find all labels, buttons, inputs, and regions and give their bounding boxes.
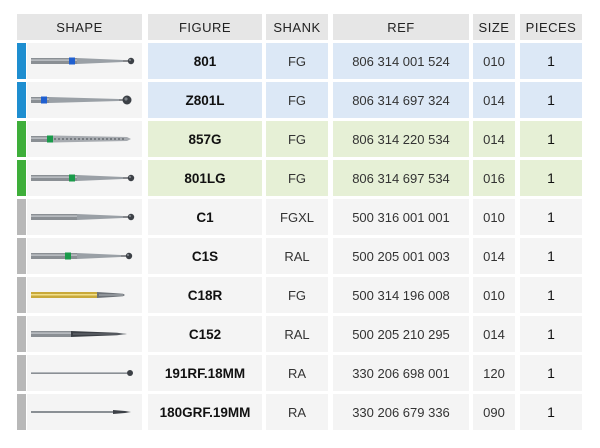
ref-cell: 500 205 001 003 xyxy=(333,238,469,274)
shape-cell xyxy=(27,238,142,274)
header-size: SIZE xyxy=(473,14,515,40)
figure-cell: C1 xyxy=(148,199,262,235)
group-color-stripe xyxy=(17,82,26,118)
shape-cell xyxy=(27,355,142,391)
gold-taper-bur-icon xyxy=(31,292,125,298)
figure-cell: 801LG xyxy=(148,160,262,196)
pieces-cell: 1 xyxy=(520,160,582,196)
round-carbide-bur-green-band-icon xyxy=(31,252,133,260)
header-ref: REF xyxy=(333,14,469,40)
ref-cell: 806 314 697 324 xyxy=(333,82,469,118)
ref-cell: 500 205 210 295 xyxy=(333,316,469,352)
long-taper-bur-icon xyxy=(31,331,127,337)
table-row: 801LG FG 806 314 697 534 016 1 xyxy=(0,160,600,196)
group-color-stripe xyxy=(17,316,26,352)
size-cell: 014 xyxy=(473,82,515,118)
shank-cell: FG xyxy=(266,160,328,196)
table-header: SHAPE FIGURE SHANK REF SIZE PIECES xyxy=(0,0,600,40)
shank-cell: RAL xyxy=(266,316,328,352)
shape-cell xyxy=(27,199,142,235)
shape-cell xyxy=(27,316,142,352)
pieces-cell: 1 xyxy=(520,316,582,352)
round-bur-blue-band-icon xyxy=(31,57,135,65)
table-row: C1 FGXL 500 316 001 001 010 1 xyxy=(0,199,600,235)
shape-cell xyxy=(27,160,142,196)
group-color-stripe xyxy=(17,277,26,313)
size-cell: 016 xyxy=(473,160,515,196)
shape-cell xyxy=(27,82,142,118)
shank-cell: FG xyxy=(266,43,328,79)
pieces-cell: 1 xyxy=(520,355,582,391)
table-row: Z801L FG 806 314 697 324 014 1 xyxy=(0,82,600,118)
size-cell: 010 xyxy=(473,43,515,79)
pieces-cell: 1 xyxy=(520,199,582,235)
shape-cell xyxy=(27,121,142,157)
ref-cell: 500 314 196 008 xyxy=(333,277,469,313)
size-cell: 014 xyxy=(473,316,515,352)
table-row: 191RF.18MM RA 330 206 698 001 120 1 xyxy=(0,355,600,391)
header-shank: SHANK xyxy=(266,14,328,40)
table-row: C1S RAL 500 205 001 003 014 1 xyxy=(0,238,600,274)
thin-round-bur-icon xyxy=(31,370,133,376)
shank-cell: RA xyxy=(266,394,328,430)
group-color-stripe xyxy=(17,121,26,157)
pieces-cell: 1 xyxy=(520,121,582,157)
ref-cell: 500 316 001 001 xyxy=(333,199,469,235)
ref-cell: 806 314 220 534 xyxy=(333,121,469,157)
figure-cell: Z801L xyxy=(148,82,262,118)
size-cell: 014 xyxy=(473,238,515,274)
round-bur-long-blue-band-icon xyxy=(31,95,132,105)
table-row: C152 RAL 500 205 210 295 014 1 xyxy=(0,316,600,352)
shape-cell xyxy=(27,277,142,313)
header-pieces: PIECES xyxy=(520,14,582,40)
figure-cell: C1S xyxy=(148,238,262,274)
round-carbide-bur-icon xyxy=(31,213,135,221)
table-row: C18R FG 500 314 196 008 010 1 xyxy=(0,277,600,313)
table-row: 857G FG 806 314 220 534 014 1 xyxy=(0,121,600,157)
header-figure: FIGURE xyxy=(148,14,262,40)
shank-cell: RA xyxy=(266,355,328,391)
size-cell: 010 xyxy=(473,199,515,235)
size-cell: 010 xyxy=(473,277,515,313)
shank-cell: RAL xyxy=(266,238,328,274)
ref-cell: 330 206 679 336 xyxy=(333,394,469,430)
group-color-stripe xyxy=(17,199,26,235)
header-shape: SHAPE xyxy=(17,14,142,40)
diamond-taper-green-band-icon xyxy=(31,135,131,143)
group-color-stripe xyxy=(17,238,26,274)
pieces-cell: 1 xyxy=(520,43,582,79)
figure-cell: 191RF.18MM xyxy=(148,355,262,391)
shape-cell xyxy=(27,394,142,430)
size-cell: 120 xyxy=(473,355,515,391)
shank-cell: FG xyxy=(266,277,328,313)
shank-cell: FG xyxy=(266,121,328,157)
table-row: 801 FG 806 314 001 524 010 1 xyxy=(0,43,600,79)
figure-cell: C18R xyxy=(148,277,262,313)
round-bur-green-band-icon xyxy=(31,174,135,182)
figure-cell: C152 xyxy=(148,316,262,352)
figure-cell: 857G xyxy=(148,121,262,157)
group-color-stripe xyxy=(17,355,26,391)
shank-cell: FGXL xyxy=(266,199,328,235)
ref-cell: 806 314 001 524 xyxy=(333,43,469,79)
pieces-cell: 1 xyxy=(520,82,582,118)
table-row: 180GRF.19MM RA 330 206 679 336 090 1 xyxy=(0,394,600,430)
ref-cell: 806 314 697 534 xyxy=(333,160,469,196)
pieces-cell: 1 xyxy=(520,394,582,430)
shape-cell xyxy=(27,43,142,79)
thin-drill-bur-icon xyxy=(31,410,131,414)
figure-cell: 180GRF.19MM xyxy=(148,394,262,430)
pieces-cell: 1 xyxy=(520,277,582,313)
group-color-stripe xyxy=(17,160,26,196)
size-cell: 090 xyxy=(473,394,515,430)
pieces-cell: 1 xyxy=(520,238,582,274)
ref-cell: 330 206 698 001 xyxy=(333,355,469,391)
figure-cell: 801 xyxy=(148,43,262,79)
shank-cell: FG xyxy=(266,82,328,118)
group-color-stripe xyxy=(17,43,26,79)
size-cell: 014 xyxy=(473,121,515,157)
group-color-stripe xyxy=(17,394,26,430)
